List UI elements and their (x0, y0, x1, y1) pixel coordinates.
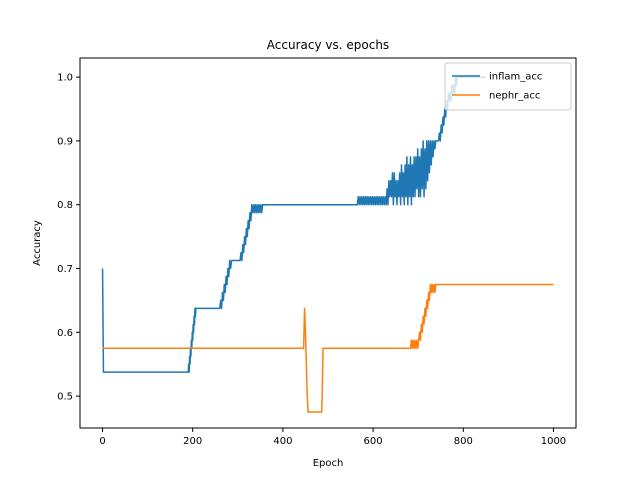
x-tick-label: 800 (454, 436, 473, 447)
y-tick-label: 0.7 (57, 264, 73, 275)
y-axis-label: Accuracy (32, 220, 43, 266)
x-tick-label: 400 (273, 436, 292, 447)
plot-area (80, 58, 576, 428)
y-tick-label: 0.8 (57, 200, 73, 211)
legend-box (444, 62, 572, 111)
legend-items: inflam_acc nephr_acc (452, 72, 542, 102)
plot-frame (79, 57, 577, 429)
series-line-inflam-acc (101, 76, 486, 373)
x-tick-label: 200 (183, 436, 202, 447)
y-tick-label: 0.6 (57, 328, 73, 339)
legend: inflam_acc nephr_acc (444, 62, 572, 111)
x-axis-label: Epoch (313, 458, 344, 469)
y-tick-label: 0.5 (57, 392, 73, 403)
ticks-layer: 0 200 400 600 800 1000 0.5 0.6 0.7 0.8 0.9 1.0 (57, 73, 566, 447)
y-tick-label: 1.0 (57, 73, 73, 84)
x-tick-label: 1000 (541, 436, 566, 447)
x-tick-label: 0 (99, 436, 105, 447)
series-line-nephr-acc (102, 283, 554, 413)
x-tick-label: 600 (364, 436, 383, 447)
y-tick-label: 0.9 (57, 136, 73, 147)
legend-label-nephr-acc: nephr_acc (489, 91, 540, 102)
legend-label-inflam-acc: inflam_acc (489, 72, 542, 83)
chart-title: Accuracy vs. epochs (267, 38, 389, 52)
series-layer (101, 76, 554, 413)
